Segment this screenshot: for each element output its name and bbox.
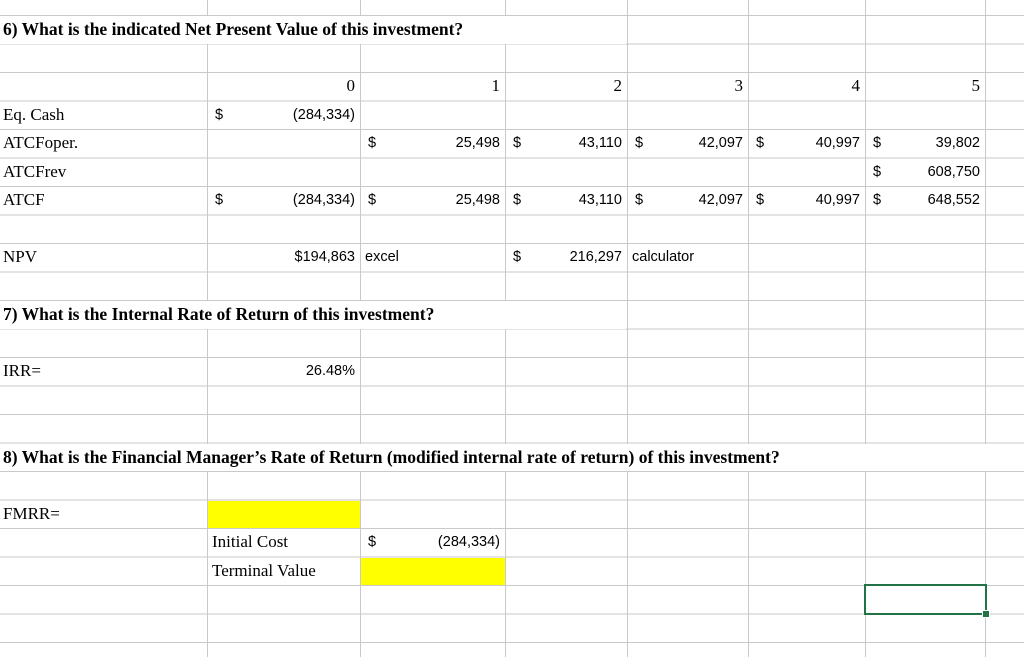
atcf-rev-year5-cell[interactable]: $ 608,750 <box>866 158 985 187</box>
atcf-year1-cell[interactable]: $ 25,498 <box>361 186 505 215</box>
amount: 25,498 <box>455 192 500 209</box>
period-header-3[interactable]: 3 <box>734 76 744 96</box>
npv-calculator-note-cell[interactable]: calculator <box>632 249 695 266</box>
atcf-label-cell[interactable]: ATCF <box>3 190 45 210</box>
period-header-5[interactable]: 5 <box>971 76 981 96</box>
amount: 39,802 <box>935 135 980 152</box>
terminal-value-label-cell[interactable]: Terminal Value <box>212 560 316 580</box>
atcf-oper-year4-cell[interactable]: $ 40,997 <box>749 129 865 158</box>
currency-symbol: $ <box>368 534 377 551</box>
question-8-cell[interactable]: 8) What is the Financial Manager’s Rate … <box>0 443 986 471</box>
amount: (284,334) <box>292 192 355 209</box>
npv-excel-note-cell[interactable]: excel <box>365 249 399 266</box>
currency-symbol: $ <box>215 106 224 123</box>
eq-cash-year0-cell[interactable]: $ (284,334) <box>208 101 360 130</box>
npv-excel-value-cell[interactable]: $194,863 <box>294 249 355 266</box>
fmrr-input-cell-highlighted[interactable] <box>208 500 360 528</box>
currency-symbol: $ <box>513 192 522 209</box>
atcf-oper-year2-cell[interactable]: $ 43,110 <box>506 129 627 158</box>
amount: 42,097 <box>698 135 743 152</box>
initial-cost-label-cell[interactable]: Initial Cost <box>212 532 289 552</box>
npv-label-cell[interactable]: NPV <box>3 247 38 267</box>
atcf-oper-label-cell[interactable]: ATCFoper. <box>3 133 79 153</box>
amount: 43,110 <box>578 135 622 152</box>
fmrr-label-cell[interactable]: FMRR= <box>3 503 60 523</box>
amount: 25,498 <box>455 135 500 152</box>
amount: (284,334) <box>437 534 500 551</box>
selected-cell[interactable] <box>864 584 990 618</box>
amount: 42,097 <box>698 192 743 209</box>
currency-symbol: $ <box>368 135 377 152</box>
amount: 40,997 <box>815 135 860 152</box>
period-header-2[interactable]: 2 <box>613 76 623 96</box>
period-header-1[interactable]: 1 <box>491 76 501 96</box>
period-header-0[interactable]: 0 <box>346 76 356 96</box>
currency-symbol: $ <box>756 192 765 209</box>
amount: 40,997 <box>815 192 860 209</box>
atcf-year3-cell[interactable]: $ 42,097 <box>628 186 748 215</box>
atcf-year0-cell[interactable]: $ (284,334) <box>208 186 360 215</box>
atcf-year5-cell[interactable]: $ 648,552 <box>866 186 985 215</box>
currency-symbol: $ <box>635 135 644 152</box>
currency-symbol: $ <box>873 135 882 152</box>
question-7-cell[interactable]: 7) What is the Internal Rate of Return o… <box>0 301 626 329</box>
atcf-oper-year5-cell[interactable]: $ 39,802 <box>866 129 985 158</box>
terminal-value-input-cell-highlighted[interactable] <box>361 557 505 585</box>
atcf-rev-label-cell[interactable]: ATCFrev <box>3 161 67 181</box>
currency-symbol: $ <box>215 192 224 209</box>
currency-symbol: $ <box>873 163 882 180</box>
amount: (284,334) <box>292 106 355 123</box>
eq-cash-label-cell[interactable]: Eq. Cash <box>3 104 65 124</box>
atcf-oper-year3-cell[interactable]: $ 42,097 <box>628 129 748 158</box>
currency-symbol: $ <box>368 192 377 209</box>
currency-symbol: $ <box>513 249 522 266</box>
period-header-4[interactable]: 4 <box>851 76 861 96</box>
amount: 216,297 <box>569 249 622 266</box>
atcf-oper-year1-cell[interactable]: $ 25,498 <box>361 129 505 158</box>
irr-value-cell[interactable]: 26.48% <box>305 363 355 380</box>
currency-symbol: $ <box>756 135 765 152</box>
currency-symbol: $ <box>635 192 644 209</box>
amount: 608,750 <box>927 163 980 180</box>
irr-label-cell[interactable]: IRR= <box>3 361 41 381</box>
currency-symbol: $ <box>513 135 522 152</box>
atcf-year4-cell[interactable]: $ 40,997 <box>749 186 865 215</box>
npv-calculator-value-cell[interactable]: $ 216,297 <box>506 243 627 272</box>
atcf-year2-cell[interactable]: $ 43,110 <box>506 186 627 215</box>
amount: 648,552 <box>927 192 980 209</box>
currency-symbol: $ <box>873 192 882 209</box>
question-6-cell[interactable]: 6) What is the indicated Net Present Val… <box>0 16 626 44</box>
fill-handle[interactable] <box>982 609 990 618</box>
initial-cost-value-cell[interactable]: $ (284,334) <box>361 528 505 557</box>
amount: 43,110 <box>578 192 622 209</box>
